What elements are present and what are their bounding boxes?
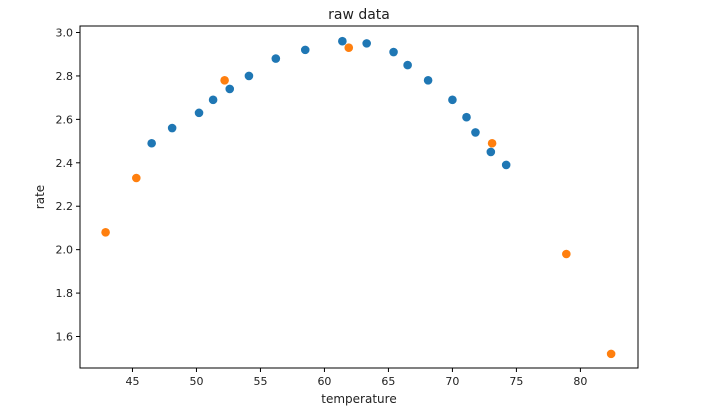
data-point-series-1 [225, 84, 235, 94]
x-tick-label: 50 [189, 375, 203, 388]
data-point-series-1 [244, 71, 254, 81]
data-point-series-2 [606, 349, 616, 359]
y-tick-label: 2.0 [56, 244, 74, 257]
data-point-series-1 [403, 60, 412, 70]
data-point-series-1 [462, 112, 471, 122]
data-point-series-1 [167, 123, 177, 133]
x-axis-label: temperature [321, 392, 396, 406]
data-point-series-1 [389, 47, 398, 57]
points-layer [101, 36, 616, 359]
x-tick-label: 80 [573, 375, 587, 388]
x-tick-label: 55 [253, 375, 267, 388]
y-tick-label: 3.0 [56, 27, 74, 40]
data-point-series-1 [208, 95, 218, 105]
data-point-series-1 [486, 147, 496, 157]
y-tick-label: 2.2 [56, 200, 74, 213]
data-point-series-1 [423, 75, 433, 85]
data-point-series-1 [362, 39, 371, 48]
data-point-series-1 [448, 95, 457, 105]
data-point-series-1 [194, 108, 204, 118]
x-tick-label: 45 [125, 375, 139, 388]
x-tick-label: 60 [317, 375, 331, 388]
data-point-series-1 [501, 160, 511, 170]
plot-frame [79, 25, 639, 369]
y-tick-label: 1.8 [56, 287, 74, 300]
y-tick-label: 2.4 [56, 157, 74, 170]
y-axis: 1.6 1.8 2.0 2.2 2.4 2.6 2.8 3.0 [56, 27, 80, 344]
data-point-series-2 [101, 227, 110, 237]
y-tick-label: 2.8 [56, 70, 74, 83]
chart-title: raw data [328, 7, 390, 23]
x-tick-label: 65 [381, 375, 395, 388]
y-tick-label: 2.6 [56, 113, 74, 126]
y-tick-label: 1.6 [56, 331, 74, 344]
data-point-series-2 [487, 138, 497, 148]
data-point-series-2 [562, 249, 571, 259]
data-point-series-1 [271, 54, 281, 63]
x-tick-label: 70 [445, 375, 459, 388]
data-point-series-1 [471, 128, 480, 137]
data-point-series-1 [147, 138, 156, 148]
x-axis: 45 50 55 60 65 70 75 80 [125, 368, 587, 388]
data-point-series-2 [220, 75, 229, 85]
data-point-series-1 [300, 45, 310, 55]
x-tick-label: 75 [509, 375, 523, 388]
data-point-series-1 [338, 36, 347, 46]
data-point-series-2 [132, 173, 141, 183]
y-axis-label: rate [33, 185, 47, 209]
data-point-series-2 [344, 43, 354, 53]
